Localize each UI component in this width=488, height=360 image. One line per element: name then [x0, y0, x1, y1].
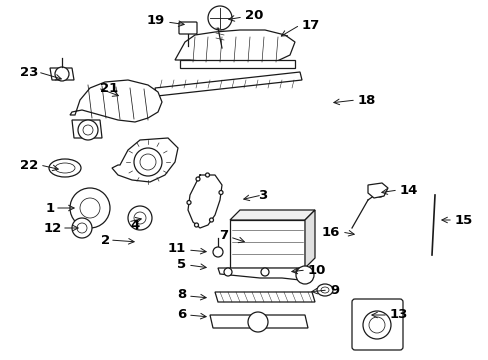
- Text: 18: 18: [357, 94, 376, 107]
- Polygon shape: [218, 268, 311, 280]
- Text: 20: 20: [244, 9, 263, 22]
- Text: 21: 21: [100, 81, 118, 95]
- Polygon shape: [180, 60, 294, 68]
- Text: 6: 6: [176, 309, 185, 321]
- Ellipse shape: [49, 159, 81, 177]
- Text: 2: 2: [101, 234, 110, 247]
- Polygon shape: [155, 72, 302, 96]
- Circle shape: [140, 154, 156, 170]
- Polygon shape: [175, 30, 294, 65]
- Polygon shape: [229, 220, 305, 268]
- Circle shape: [55, 67, 69, 81]
- Circle shape: [219, 190, 223, 194]
- Polygon shape: [229, 210, 314, 220]
- Circle shape: [224, 268, 231, 276]
- Text: 9: 9: [329, 284, 339, 297]
- Circle shape: [247, 312, 267, 332]
- Text: 16: 16: [321, 225, 339, 239]
- Text: 15: 15: [454, 213, 472, 226]
- Circle shape: [368, 317, 384, 333]
- Circle shape: [77, 223, 87, 233]
- Ellipse shape: [320, 287, 328, 293]
- Polygon shape: [70, 80, 162, 122]
- Text: 8: 8: [176, 288, 185, 302]
- Circle shape: [261, 268, 268, 276]
- Text: 11: 11: [167, 242, 185, 255]
- Text: 7: 7: [219, 229, 227, 242]
- Text: 5: 5: [177, 258, 185, 271]
- Text: 3: 3: [258, 189, 267, 202]
- Polygon shape: [367, 183, 387, 198]
- Ellipse shape: [55, 163, 75, 173]
- Circle shape: [209, 218, 213, 222]
- Circle shape: [80, 198, 100, 218]
- Text: 10: 10: [307, 264, 325, 276]
- Text: 1: 1: [46, 202, 55, 215]
- Circle shape: [134, 212, 146, 224]
- Circle shape: [78, 120, 98, 140]
- Text: 23: 23: [20, 66, 38, 78]
- Text: 19: 19: [146, 14, 164, 27]
- Text: 4: 4: [130, 219, 139, 231]
- Circle shape: [128, 206, 152, 230]
- Polygon shape: [209, 315, 307, 328]
- Circle shape: [83, 125, 93, 135]
- Circle shape: [301, 271, 308, 279]
- Text: 13: 13: [389, 309, 407, 321]
- Circle shape: [362, 311, 390, 339]
- Ellipse shape: [316, 284, 332, 296]
- Circle shape: [194, 223, 198, 227]
- Text: 12: 12: [43, 221, 62, 234]
- Circle shape: [205, 173, 209, 177]
- Circle shape: [134, 148, 162, 176]
- Circle shape: [295, 266, 313, 284]
- Polygon shape: [50, 68, 74, 80]
- Circle shape: [374, 187, 384, 197]
- Polygon shape: [112, 138, 178, 182]
- Circle shape: [72, 218, 92, 238]
- Circle shape: [196, 177, 200, 181]
- Circle shape: [295, 268, 304, 276]
- Circle shape: [70, 188, 110, 228]
- Circle shape: [186, 201, 191, 204]
- Polygon shape: [215, 292, 314, 302]
- FancyBboxPatch shape: [179, 22, 197, 34]
- Polygon shape: [72, 120, 102, 138]
- Polygon shape: [305, 210, 314, 268]
- Text: 17: 17: [302, 18, 320, 32]
- Circle shape: [213, 247, 223, 257]
- Circle shape: [207, 6, 231, 30]
- FancyBboxPatch shape: [351, 299, 402, 350]
- Text: 22: 22: [20, 158, 38, 171]
- Text: 14: 14: [399, 184, 418, 197]
